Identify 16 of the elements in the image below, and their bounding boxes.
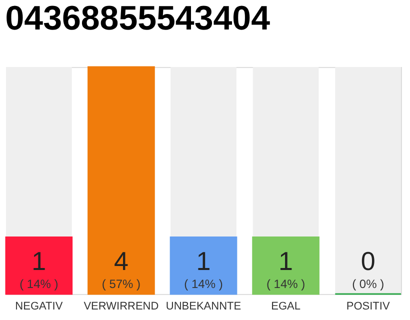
annotation: ( 57% ) [102, 277, 141, 291]
data-label: 1 [196, 246, 211, 276]
x-tick-label: VERWIRREND [84, 300, 159, 312]
chart-title: 04368855543404 [5, 0, 270, 38]
x-tick-label: POSITIV [346, 300, 390, 312]
x-tick-label: UNBEKANNTE [166, 300, 242, 312]
annotation: ( 14% ) [20, 277, 58, 291]
annotation: ( 0% ) [352, 277, 384, 291]
x-tick-label: EGAL [271, 300, 300, 312]
annotation: ( 14% ) [184, 277, 223, 291]
data-label: 1 [32, 246, 46, 276]
data-label: 4 [114, 246, 128, 276]
data-label: 1 [278, 246, 294, 276]
annotation: ( 14% ) [266, 277, 306, 291]
x-tick-label: NEGATIV [15, 300, 64, 312]
data-label: 0 [360, 246, 376, 276]
